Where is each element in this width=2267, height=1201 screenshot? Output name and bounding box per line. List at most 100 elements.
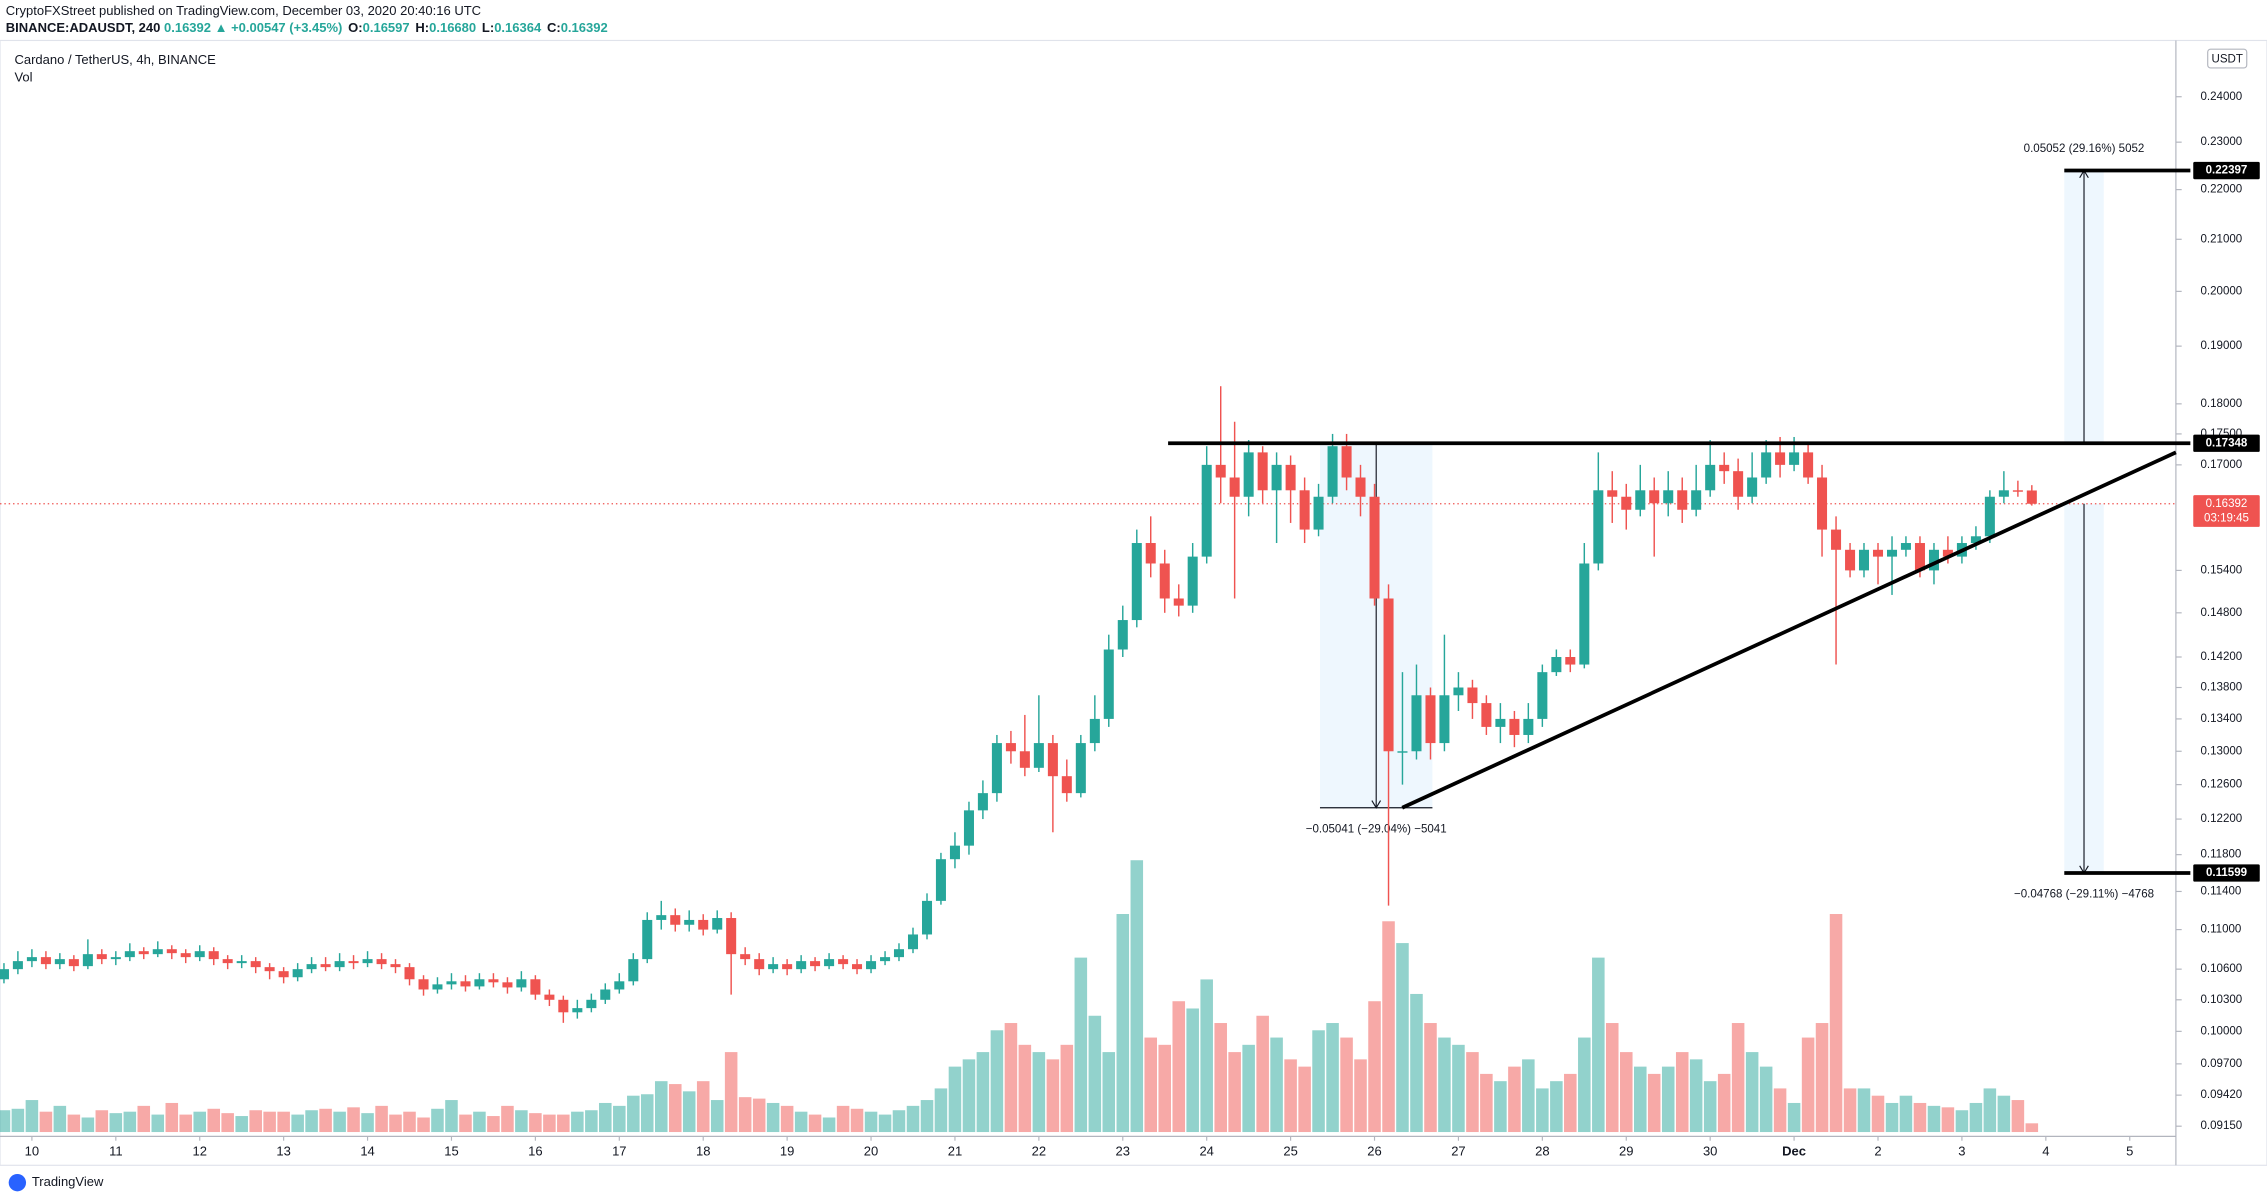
candle-body	[866, 961, 877, 970]
volume-bar	[808, 1114, 822, 1133]
volume-bar	[165, 1102, 179, 1133]
ohlc-h-label: H:	[415, 20, 429, 35]
last-price-label: 0.16392	[2206, 498, 2248, 510]
volume-bar	[53, 1105, 67, 1133]
candle-body	[1061, 776, 1072, 794]
candle-body	[1691, 490, 1702, 510]
volume-bar	[431, 1108, 444, 1133]
volume-bar	[1773, 1088, 1787, 1133]
volume-bar	[221, 1113, 234, 1133]
candle-body	[768, 964, 779, 970]
volume-bar	[682, 1091, 696, 1133]
volume-bar	[1675, 1052, 1689, 1133]
volume-bar	[459, 1114, 472, 1133]
candle-body	[852, 964, 863, 970]
level-label: 0.11599	[2206, 867, 2247, 879]
change: 0.16392 ▲ +0.00547 (+3.45%)	[164, 20, 342, 35]
ohlc-l: 0.16364	[494, 20, 542, 35]
candle-body	[124, 951, 135, 958]
y-tick-label: 0.13400	[2200, 713, 2242, 725]
candle-body	[446, 981, 457, 985]
volume-bar	[864, 1111, 878, 1133]
logo-icon	[8, 1173, 27, 1192]
volume-bar	[920, 1100, 934, 1133]
volume-bar	[640, 1094, 654, 1133]
candle-body	[1551, 657, 1562, 673]
measure-label: 0.05052 (29.16%) 5052	[2024, 143, 2145, 155]
y-tick-label: 0.14200	[2200, 651, 2242, 663]
volume-bar	[305, 1110, 318, 1133]
level-label-box	[2193, 864, 2260, 882]
candle-body	[1747, 477, 1758, 497]
volume-bar	[557, 1114, 570, 1133]
tv-logo: TradingView	[8, 1173, 104, 1192]
volume-bar	[613, 1105, 626, 1133]
volume-bar	[1242, 1044, 1255, 1133]
volume-bar	[123, 1111, 137, 1133]
volume-bar	[347, 1107, 360, 1133]
unit-label: USDT	[2212, 53, 2243, 65]
volume-bar	[1605, 1023, 1619, 1133]
volume-bar	[878, 1114, 892, 1133]
candle-body	[712, 918, 723, 930]
volume-bar	[710, 1100, 724, 1133]
candle-body	[1117, 620, 1128, 650]
volume-bar	[137, 1105, 151, 1133]
candle-body	[306, 964, 317, 970]
volume-bar	[724, 1052, 738, 1133]
x-tick-label: 30	[1703, 1144, 1717, 1159]
volume-bar	[1074, 957, 1088, 1133]
candle-body	[880, 957, 891, 962]
volume-bar	[39, 1111, 53, 1133]
volume-bar	[654, 1081, 668, 1133]
candle-body	[1984, 496, 1995, 537]
y-tick-label: 0.20000	[2200, 285, 2242, 297]
candle-body	[1663, 490, 1674, 504]
volume-bar	[109, 1113, 123, 1133]
y-tick-label: 0.12200	[2200, 813, 2242, 825]
x-tick-label: 11	[109, 1144, 123, 1159]
volume-bar	[948, 1066, 962, 1133]
symbol: BINANCE:ADAUSDT, 240	[6, 20, 161, 35]
volume-bar	[291, 1114, 304, 1133]
volume-bar	[515, 1110, 528, 1133]
candle-body	[278, 971, 289, 978]
y-tick-label: 0.18000	[2200, 398, 2242, 410]
volume-bar	[1661, 1066, 1675, 1133]
candle-body	[1369, 496, 1380, 599]
candle-body	[838, 959, 849, 965]
volume-bar	[1424, 1023, 1437, 1133]
volume-bar	[193, 1111, 207, 1133]
volume-bar	[207, 1108, 221, 1133]
candle-body	[418, 979, 429, 990]
x-tick-label: 16	[528, 1144, 542, 1159]
candle-body	[40, 957, 51, 965]
candle-body	[893, 949, 904, 958]
volume-bar	[1508, 1066, 1521, 1133]
candle-body	[1481, 703, 1492, 727]
volume-bar	[599, 1102, 612, 1133]
x-tick-label: 13	[276, 1144, 290, 1159]
candle-body	[1271, 464, 1282, 491]
volume-bar	[696, 1081, 710, 1133]
volume-bar	[752, 1098, 766, 1133]
unit-box	[2207, 48, 2248, 69]
x-tick-label: 18	[696, 1144, 710, 1159]
volume-bar	[1829, 914, 1843, 1133]
x-tick-label: 15	[444, 1144, 458, 1159]
x-tick-label: 17	[612, 1144, 626, 1159]
candle-body	[586, 999, 597, 1009]
x-tick-label: 28	[1535, 1144, 1549, 1159]
volume-bar	[1731, 1023, 1745, 1133]
volume-bar	[1550, 1081, 1563, 1133]
y-tick-label: 0.22000	[2200, 184, 2242, 196]
volume-bar	[669, 1084, 682, 1133]
volume-bar	[473, 1111, 486, 1133]
candle-body	[1872, 549, 1884, 557]
volume-bar	[543, 1114, 556, 1133]
volume-bar	[1564, 1073, 1577, 1133]
volume-bar	[1494, 1081, 1507, 1133]
volume-bar	[1480, 1073, 1493, 1133]
candle-body	[1201, 464, 1212, 557]
volume-bar	[263, 1111, 276, 1133]
